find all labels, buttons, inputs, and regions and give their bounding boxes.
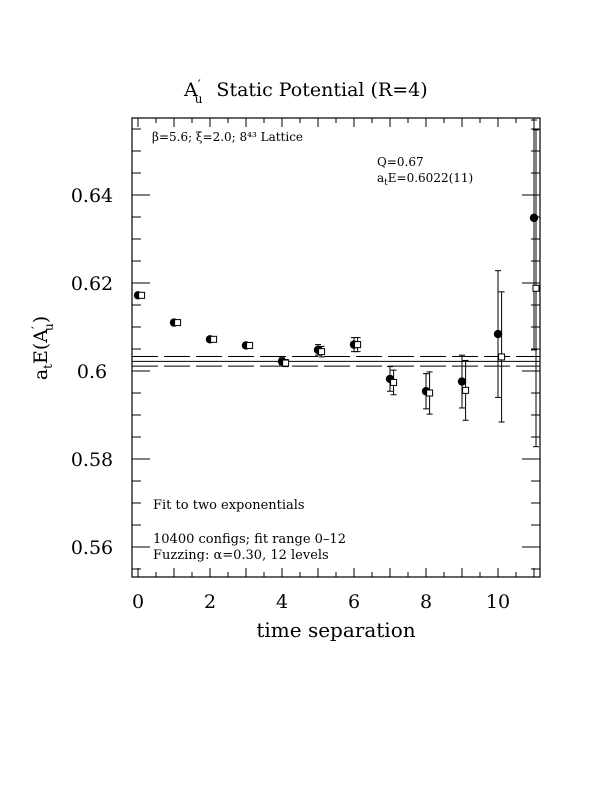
energy-a: a bbox=[377, 171, 384, 185]
fit-annotation: Fit to two exponentials bbox=[153, 498, 305, 513]
x-axis-label: time separation bbox=[256, 618, 415, 642]
data-point-square bbox=[174, 319, 182, 327]
x-tick-label: 0 bbox=[132, 591, 144, 613]
data-point-square bbox=[282, 359, 290, 367]
y-tick-label: 0.56 bbox=[71, 537, 113, 559]
data-point-square bbox=[246, 341, 254, 349]
axes: 0 2 4 6 8 10 0.56 0.58 0.6 0.62 0.64 bbox=[71, 118, 540, 613]
x-tick-label: 2 bbox=[204, 591, 216, 613]
y-axis-label: atE(A′u) bbox=[30, 316, 56, 380]
title-rest: Static Potential (R=4) bbox=[216, 79, 427, 101]
x-tick-label: 8 bbox=[420, 591, 432, 613]
data-point-square bbox=[532, 284, 540, 292]
y-tick-label: 0.6 bbox=[77, 361, 107, 383]
y-tick-label: 0.64 bbox=[71, 185, 113, 207]
data-point-circle bbox=[493, 329, 503, 339]
ylabel-prime: ′ bbox=[30, 326, 45, 329]
data-point-square bbox=[498, 353, 506, 361]
data-point-square bbox=[210, 335, 218, 343]
title-sub: u bbox=[195, 92, 203, 106]
q-annotation: Q=0.67 bbox=[377, 155, 424, 169]
ylabel-e: E(A bbox=[30, 329, 52, 364]
energy-annotation: atE=0.6022(11) bbox=[377, 171, 473, 188]
ylabel-t: t bbox=[41, 364, 55, 369]
data-point-square bbox=[390, 378, 398, 386]
ylabel-a: a bbox=[30, 369, 52, 380]
title-main: A bbox=[183, 79, 198, 101]
fuzzing-annotation: Fuzzing: α=0.30, 12 levels bbox=[153, 548, 329, 563]
x-tick-label: 6 bbox=[348, 591, 360, 613]
title-prime: ′ bbox=[198, 78, 201, 93]
ylabel-u: u bbox=[42, 323, 56, 331]
y-tick-label: 0.58 bbox=[71, 449, 113, 471]
data-point-square bbox=[426, 389, 434, 397]
ylabel-close: ) bbox=[30, 316, 52, 323]
y-tick-label: 0.62 bbox=[71, 273, 113, 295]
data-point-circle bbox=[457, 377, 467, 386]
data-point-square bbox=[354, 341, 362, 349]
svg-text:atE(A′u): atE(A′u) bbox=[30, 316, 56, 380]
chart-title: A′ u Static Potential (R=4) bbox=[183, 78, 428, 106]
configs-annotation: 10400 configs; fit range 0–12 bbox=[153, 532, 346, 547]
data-point-square bbox=[318, 348, 326, 356]
data-point-square bbox=[462, 386, 470, 394]
lattice-annotation: β=5.6; ξ=2.0; 8⁴³ Lattice bbox=[152, 130, 303, 144]
data-points bbox=[133, 119, 540, 448]
data-point-square bbox=[138, 291, 146, 299]
x-tick-label: 4 bbox=[276, 591, 288, 613]
fit-band bbox=[132, 355, 540, 367]
energy-t: t bbox=[384, 178, 388, 188]
x-tick-label: 10 bbox=[486, 591, 510, 613]
energy-rest: E=0.6022(11) bbox=[388, 171, 473, 185]
data-point-circle bbox=[529, 213, 539, 223]
